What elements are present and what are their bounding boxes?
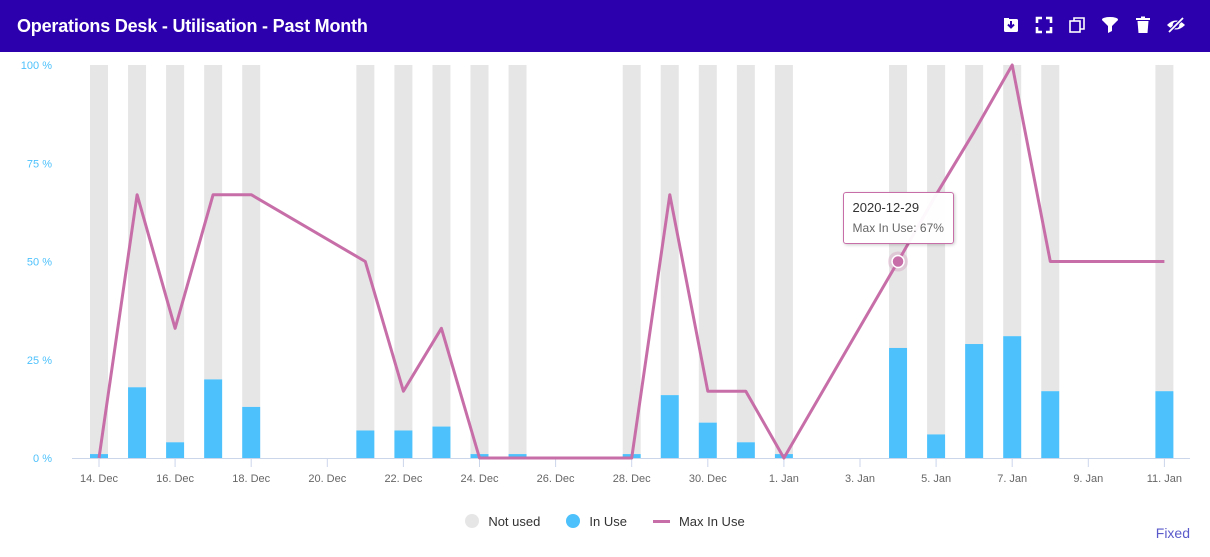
bar-in-use[interactable] xyxy=(128,387,147,458)
copy-icon[interactable] xyxy=(1067,15,1087,35)
bar-not-used[interactable] xyxy=(508,65,527,455)
bar-in-use[interactable] xyxy=(1003,336,1022,458)
toolbar xyxy=(1001,13,1186,37)
x-tick-label: 26. Dec xyxy=(537,473,575,485)
x-tick-label: 24. Dec xyxy=(461,473,499,485)
legend-label-max-in-use: Max In Use xyxy=(678,513,745,529)
bar-not-used[interactable] xyxy=(90,65,108,455)
bar-in-use[interactable] xyxy=(356,430,375,458)
legend-item-in-use[interactable]: In Use xyxy=(566,514,627,529)
bar-not-used[interactable] xyxy=(394,65,413,431)
y-tick-label: 50 % xyxy=(27,257,52,269)
bar-not-used[interactable] xyxy=(927,65,946,435)
bar-not-used[interactable] xyxy=(774,65,793,455)
bar-not-used[interactable] xyxy=(128,65,147,388)
bar-not-used[interactable] xyxy=(965,65,984,345)
legend-label-in-use: In Use xyxy=(589,513,627,529)
legend-marker-max-in-use xyxy=(652,519,670,523)
x-tick-label: 20. Dec xyxy=(308,473,346,485)
bar-in-use[interactable] xyxy=(736,442,755,458)
fixed-link[interactable]: Fixed xyxy=(1155,525,1190,541)
hide-icon[interactable] xyxy=(1166,15,1186,35)
bar-not-used[interactable] xyxy=(242,65,261,407)
bar-not-used[interactable] xyxy=(1155,65,1174,392)
bar-in-use[interactable] xyxy=(927,434,946,458)
x-tick-label: 5. Jan xyxy=(921,473,951,485)
series-line-max-in-use[interactable] xyxy=(97,63,1165,460)
page-title: Operations Desk - Utilisation - Past Mon… xyxy=(17,16,368,36)
y-tick-label: 0 % xyxy=(33,453,52,465)
header-bar: Operations Desk - Utilisation - Past Mon… xyxy=(0,0,1210,52)
bar-not-used[interactable] xyxy=(1041,65,1060,392)
legend-marker-in-use xyxy=(566,514,581,528)
x-tick-label: 16. Dec xyxy=(156,473,194,485)
x-tick-label: 1. Jan xyxy=(769,473,799,485)
chart-legend: Not used In Use Max In Use xyxy=(0,510,1210,532)
x-tick-label: 3. Jan xyxy=(845,473,875,485)
hover-point[interactable] xyxy=(891,254,905,269)
bar-not-used[interactable] xyxy=(736,65,755,443)
bar-in-use[interactable] xyxy=(1155,391,1174,458)
bar-in-use[interactable] xyxy=(965,344,984,458)
bar-not-used[interactable] xyxy=(622,65,641,455)
tooltip-date: 2020-12-29 xyxy=(852,199,920,215)
filter-icon[interactable] xyxy=(1100,15,1120,35)
bar-in-use[interactable] xyxy=(698,422,717,458)
download-icon[interactable] xyxy=(1001,15,1021,35)
bar-in-use[interactable] xyxy=(660,395,679,458)
utilisation-chart: 0 % 25 % 50 % 75 % 100 % 14. Dec 16. Dec 18. De… xyxy=(21,60,1190,485)
bar-in-use[interactable] xyxy=(394,430,413,458)
x-tick-label: 18. Dec xyxy=(232,473,270,485)
bar-in-use[interactable] xyxy=(508,454,527,458)
legend-item-max-in-use[interactable]: Max In Use xyxy=(652,513,745,529)
bar-not-used[interactable] xyxy=(204,65,223,380)
legend-label-not-used: Not used xyxy=(488,513,541,529)
x-tick-label: 28. Dec xyxy=(613,473,651,485)
fullscreen-icon[interactable] xyxy=(1034,15,1054,35)
bar-not-used[interactable] xyxy=(660,65,679,396)
tooltip-value: Max In Use: 67% xyxy=(852,220,944,235)
bar-not-used[interactable] xyxy=(698,65,717,423)
y-tick-label: 100 % xyxy=(21,60,52,72)
trash-icon[interactable] xyxy=(1133,15,1153,35)
x-tick-label: 22. Dec xyxy=(384,473,422,485)
x-tick-label: 9. Jan xyxy=(1073,473,1103,485)
x-tick-label: 14. Dec xyxy=(80,473,118,485)
bar-in-use[interactable] xyxy=(204,379,223,458)
legend-marker-not-used xyxy=(465,514,480,528)
x-tick-label: 30. Dec xyxy=(689,473,727,485)
bar-not-used[interactable] xyxy=(1003,65,1022,337)
bar-in-use[interactable] xyxy=(1041,391,1060,458)
x-tick-label: 7. Jan xyxy=(997,473,1027,485)
y-tick-label: 25 % xyxy=(27,355,52,367)
bar-in-use[interactable] xyxy=(166,442,185,458)
bar-in-use[interactable] xyxy=(889,347,908,458)
bar-not-used[interactable] xyxy=(432,65,451,427)
bar-not-used[interactable] xyxy=(356,65,375,431)
bar-not-used[interactable] xyxy=(166,65,185,443)
chart-tooltip: 2020-12-29 Max In Use: 67% xyxy=(842,191,954,244)
bar-in-use[interactable] xyxy=(242,406,261,458)
bar-not-used[interactable] xyxy=(470,65,489,455)
legend-item-not-used[interactable]: Not used xyxy=(465,514,540,529)
y-tick-label: 75 % xyxy=(27,158,52,170)
chart-area: 0 % 25 % 50 % 75 % 100 % 14. Dec 16. Dec 18. De… xyxy=(0,52,1210,557)
bar-in-use[interactable] xyxy=(432,426,451,458)
x-tick-label: 11. Jan xyxy=(1147,473,1182,485)
